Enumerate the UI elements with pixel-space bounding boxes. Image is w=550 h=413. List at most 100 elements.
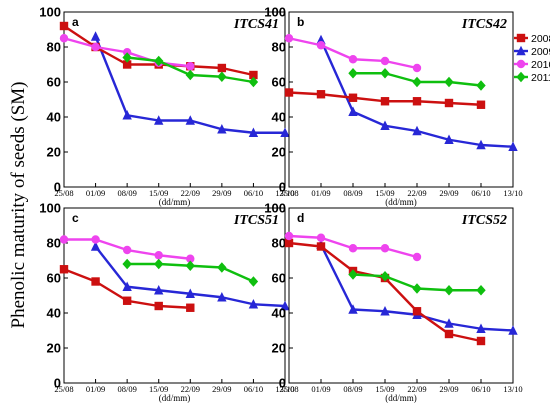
x-tick-label: 13/10 (503, 384, 522, 394)
data-point-2009 (444, 318, 454, 328)
data-point-2008 (476, 100, 486, 109)
x-tick-label: 15/09 (149, 188, 168, 198)
data-point-2011 (248, 76, 259, 88)
data-point-2011 (412, 283, 422, 294)
data-point-2010 (380, 244, 390, 253)
y-axis-title: Phenolic maturity of seeds (SM) (8, 82, 29, 329)
x-tick-label: 01/09 (311, 188, 330, 198)
y-tick-label: 0 (279, 180, 286, 195)
legend-marker (516, 59, 526, 69)
x-axis-title: (dd/mm) (159, 197, 191, 207)
y-tick-label: 100 (264, 5, 286, 20)
data-point-2010 (348, 55, 358, 64)
x-tick-label: 01/09 (86, 188, 105, 198)
series-line-2010 (288, 37, 418, 70)
legend-entry-2010: 2010 (514, 59, 550, 71)
panel-c: 0 20 40 60 80 100 25/08 01/09 08/09 15/09 22/09 29/… (39, 201, 294, 404)
x-tick-label: 22/09 (407, 188, 426, 198)
x-tick-label: 29/09 (212, 188, 231, 198)
data-point-2011 (185, 260, 195, 271)
data-point-2010 (59, 235, 69, 244)
data-point-2011 (217, 262, 227, 273)
x-tick-label: 29/09 (439, 188, 458, 198)
data-point-2008 (316, 242, 326, 251)
legend-marker (516, 71, 526, 83)
legend-marker (516, 45, 526, 56)
data-point-2008 (284, 88, 294, 97)
data-point-2009 (122, 281, 132, 291)
x-tick-label: 15/09 (149, 384, 168, 394)
x-axis-title: (dd/mm) (385, 393, 417, 403)
x-tick-label: 15/09 (375, 384, 394, 394)
x-tick-label: 13/10 (503, 188, 522, 198)
data-point-2008 (348, 93, 358, 102)
series-2011 (122, 52, 259, 88)
x-axis-title: (dd/mm) (385, 197, 417, 207)
legend-marker (516, 33, 526, 43)
panel-b: 0 20 40 60 80 100 25/08 01/09 08/09 15/09 22/09 29/… (264, 5, 522, 208)
y-tick-label: 40 (47, 306, 61, 321)
data-point-2010 (122, 48, 132, 57)
data-point-2009 (476, 323, 486, 333)
y-tick-label: 0 (54, 376, 61, 391)
legend: 2008200920102011 (514, 33, 550, 84)
x-tick-label: 01/09 (311, 384, 330, 394)
data-point-2011 (380, 68, 390, 79)
data-point-2009 (508, 141, 518, 151)
y-tick-label: 80 (272, 236, 286, 251)
data-point-2010 (122, 245, 132, 255)
x-tick-label: 08/09 (117, 188, 136, 198)
series-2008 (59, 21, 258, 80)
x-tick-label: 06/10 (244, 384, 263, 394)
y-tick-label: 100 (39, 201, 61, 216)
x-tick-label: 22/09 (407, 384, 426, 394)
y-tick-label: 40 (272, 110, 286, 125)
data-point-2008 (412, 307, 422, 316)
panel-frame (63, 207, 286, 384)
data-point-2010 (284, 231, 294, 241)
data-point-2009 (348, 304, 358, 314)
data-point-2009 (508, 325, 518, 335)
x-tick-label: 08/09 (343, 384, 362, 394)
x-tick-label: 01/09 (86, 384, 105, 394)
y-tick-label: 80 (47, 236, 61, 251)
legend-label: 2011 (531, 72, 550, 84)
series-2010 (284, 231, 422, 262)
data-point-2008 (412, 97, 422, 106)
data-point-2008 (59, 265, 69, 274)
data-point-2008 (154, 301, 163, 311)
data-point-2010 (154, 251, 163, 260)
panel-title: ITCS52 (461, 213, 507, 228)
y-tick-label: 60 (47, 75, 61, 90)
data-point-2009 (444, 134, 454, 144)
series-2011 (348, 269, 486, 296)
panel-a: 0 20 40 60 80 100 25/08 01/09 08/09 15/09 22/09 29/… (39, 5, 294, 208)
data-point-2008 (186, 303, 195, 312)
data-point-2011 (185, 69, 195, 81)
data-point-2008 (249, 70, 258, 80)
data-point-2008 (122, 60, 132, 69)
data-point-2008 (217, 63, 227, 73)
panel-title: ITCS42 (461, 17, 507, 32)
legend-label: 2010 (531, 59, 550, 71)
data-point-2010 (316, 233, 326, 242)
data-point-2011 (476, 285, 486, 296)
series-2011 (122, 258, 259, 287)
x-tick-label: 06/10 (244, 188, 263, 198)
legend-label: 2009 (531, 46, 550, 58)
panel-letter: a (72, 15, 79, 29)
data-point-2009 (154, 115, 164, 125)
data-point-2008 (476, 336, 486, 346)
panel-letter: d (297, 211, 304, 225)
y-tick-label: 40 (47, 110, 61, 125)
data-point-2010 (91, 42, 100, 52)
data-point-2010 (186, 254, 195, 263)
data-point-2009 (248, 127, 259, 137)
data-point-2009 (154, 285, 164, 295)
data-point-2009 (348, 106, 358, 116)
series-2009 (90, 241, 290, 311)
data-point-2011 (248, 276, 259, 287)
data-point-2009 (185, 288, 195, 298)
x-axis-title: (dd/mm) (159, 393, 191, 403)
